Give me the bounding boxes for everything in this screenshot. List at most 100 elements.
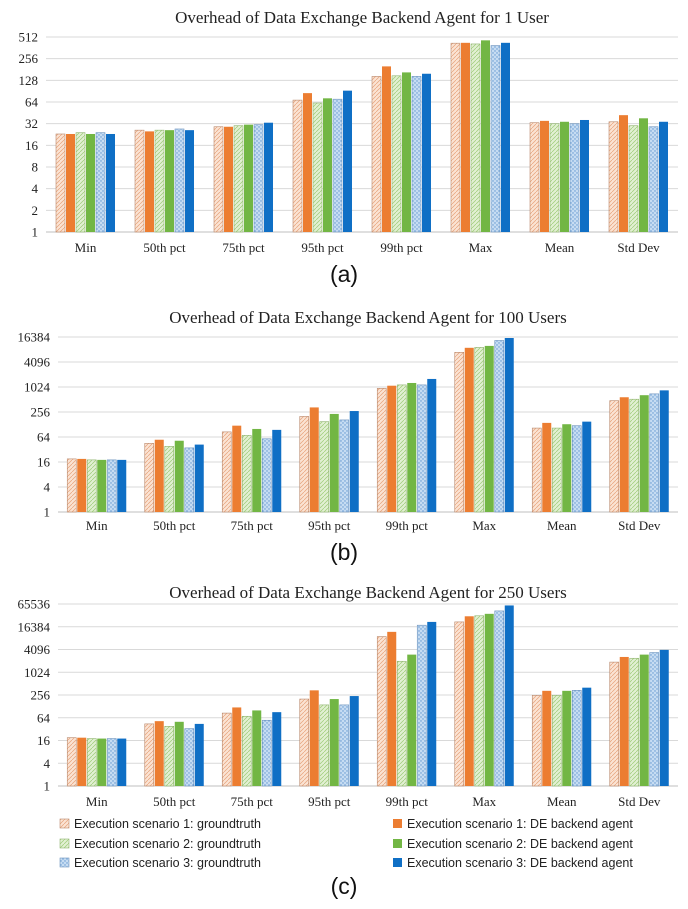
bar — [323, 98, 332, 232]
legend-label: Execution scenario 2: DE backend agent — [407, 837, 633, 851]
bar — [97, 459, 107, 512]
bar — [470, 43, 481, 233]
bar — [416, 624, 427, 787]
legend-swatch — [59, 838, 70, 849]
category-label: Std Dev — [618, 794, 661, 809]
bar — [66, 458, 77, 513]
bar — [224, 126, 233, 232]
bar — [649, 393, 660, 513]
y-tick-label: 1 — [32, 225, 39, 240]
category-label: Min — [86, 794, 108, 809]
bar — [174, 721, 184, 786]
bar — [376, 636, 387, 787]
bar — [551, 427, 562, 513]
bar — [349, 411, 359, 512]
y-tick-label: 1024 — [24, 665, 51, 680]
bar — [494, 610, 505, 787]
y-tick-label: 512 — [19, 30, 39, 45]
bar — [569, 123, 580, 233]
bar — [292, 99, 303, 233]
category-label: 99th pct — [386, 518, 429, 533]
bar — [582, 421, 592, 512]
bar — [407, 382, 417, 512]
bar — [560, 121, 569, 232]
bar — [221, 431, 232, 513]
bar — [184, 447, 195, 513]
y-tick-label: 64 — [37, 710, 51, 725]
bar — [329, 413, 339, 512]
y-tick-label: 256 — [31, 688, 51, 703]
legend-swatch — [59, 818, 70, 829]
legend-label: Execution scenario 3: groundtruth — [74, 856, 261, 870]
bar — [174, 440, 184, 512]
bar — [261, 719, 272, 787]
legend-swatch — [59, 857, 70, 868]
category-label: Mean — [545, 240, 575, 255]
bar — [454, 352, 465, 513]
bar — [416, 384, 427, 513]
bar — [252, 428, 262, 512]
bar — [407, 654, 417, 786]
panel-label: (a) — [330, 261, 358, 287]
legend-label: Execution scenario 2: groundtruth — [74, 837, 261, 851]
bar — [371, 76, 382, 233]
category-label: Max — [472, 794, 496, 809]
category-label: Min — [75, 240, 97, 255]
bar — [303, 93, 312, 233]
bar — [233, 125, 244, 233]
bar — [549, 123, 560, 233]
bar — [194, 444, 204, 512]
bar — [145, 131, 154, 232]
bar — [241, 715, 252, 787]
legend-label: Execution scenario 3: DE backend agent — [407, 856, 633, 870]
bar — [504, 605, 514, 786]
bar — [213, 126, 224, 233]
bar — [628, 125, 639, 233]
panel-label: (c) — [331, 873, 358, 899]
bar — [582, 687, 592, 786]
bar — [106, 738, 117, 787]
bar — [184, 728, 195, 787]
bar — [639, 654, 649, 786]
y-tick-label: 16 — [37, 455, 51, 470]
category-label: 95th pct — [308, 518, 351, 533]
bar — [75, 132, 86, 233]
bar — [253, 124, 264, 233]
y-tick-label: 4096 — [24, 642, 51, 657]
category-label: 95th pct — [308, 794, 351, 809]
bar — [484, 613, 494, 786]
bar — [329, 699, 339, 786]
bar — [164, 446, 175, 513]
bar — [264, 122, 273, 232]
y-tick-label: 16 — [25, 138, 39, 153]
category-label: 75th pct — [231, 518, 274, 533]
bar — [194, 723, 204, 786]
bar — [484, 345, 494, 512]
bar — [529, 122, 540, 233]
bar — [117, 459, 127, 512]
bar — [154, 439, 164, 512]
bar — [106, 133, 115, 232]
category-label: 99th pct — [380, 240, 423, 255]
bar — [299, 416, 310, 513]
category-label: Std Dev — [618, 518, 661, 533]
bar — [252, 710, 262, 786]
bar — [531, 695, 542, 787]
bar — [474, 615, 485, 787]
bar — [382, 66, 391, 232]
bar — [450, 42, 461, 233]
bar — [494, 340, 505, 513]
bar — [244, 124, 253, 232]
bar — [154, 721, 164, 786]
bar — [649, 652, 660, 787]
y-tick-label: 16 — [37, 733, 51, 748]
bar — [134, 129, 145, 233]
category-label: Max — [472, 518, 496, 533]
bar — [97, 738, 107, 786]
legend-label: Execution scenario 1: DE backend agent — [407, 817, 633, 831]
bar — [319, 704, 330, 787]
bar — [402, 72, 411, 232]
bar — [339, 419, 350, 513]
bar — [86, 738, 97, 787]
